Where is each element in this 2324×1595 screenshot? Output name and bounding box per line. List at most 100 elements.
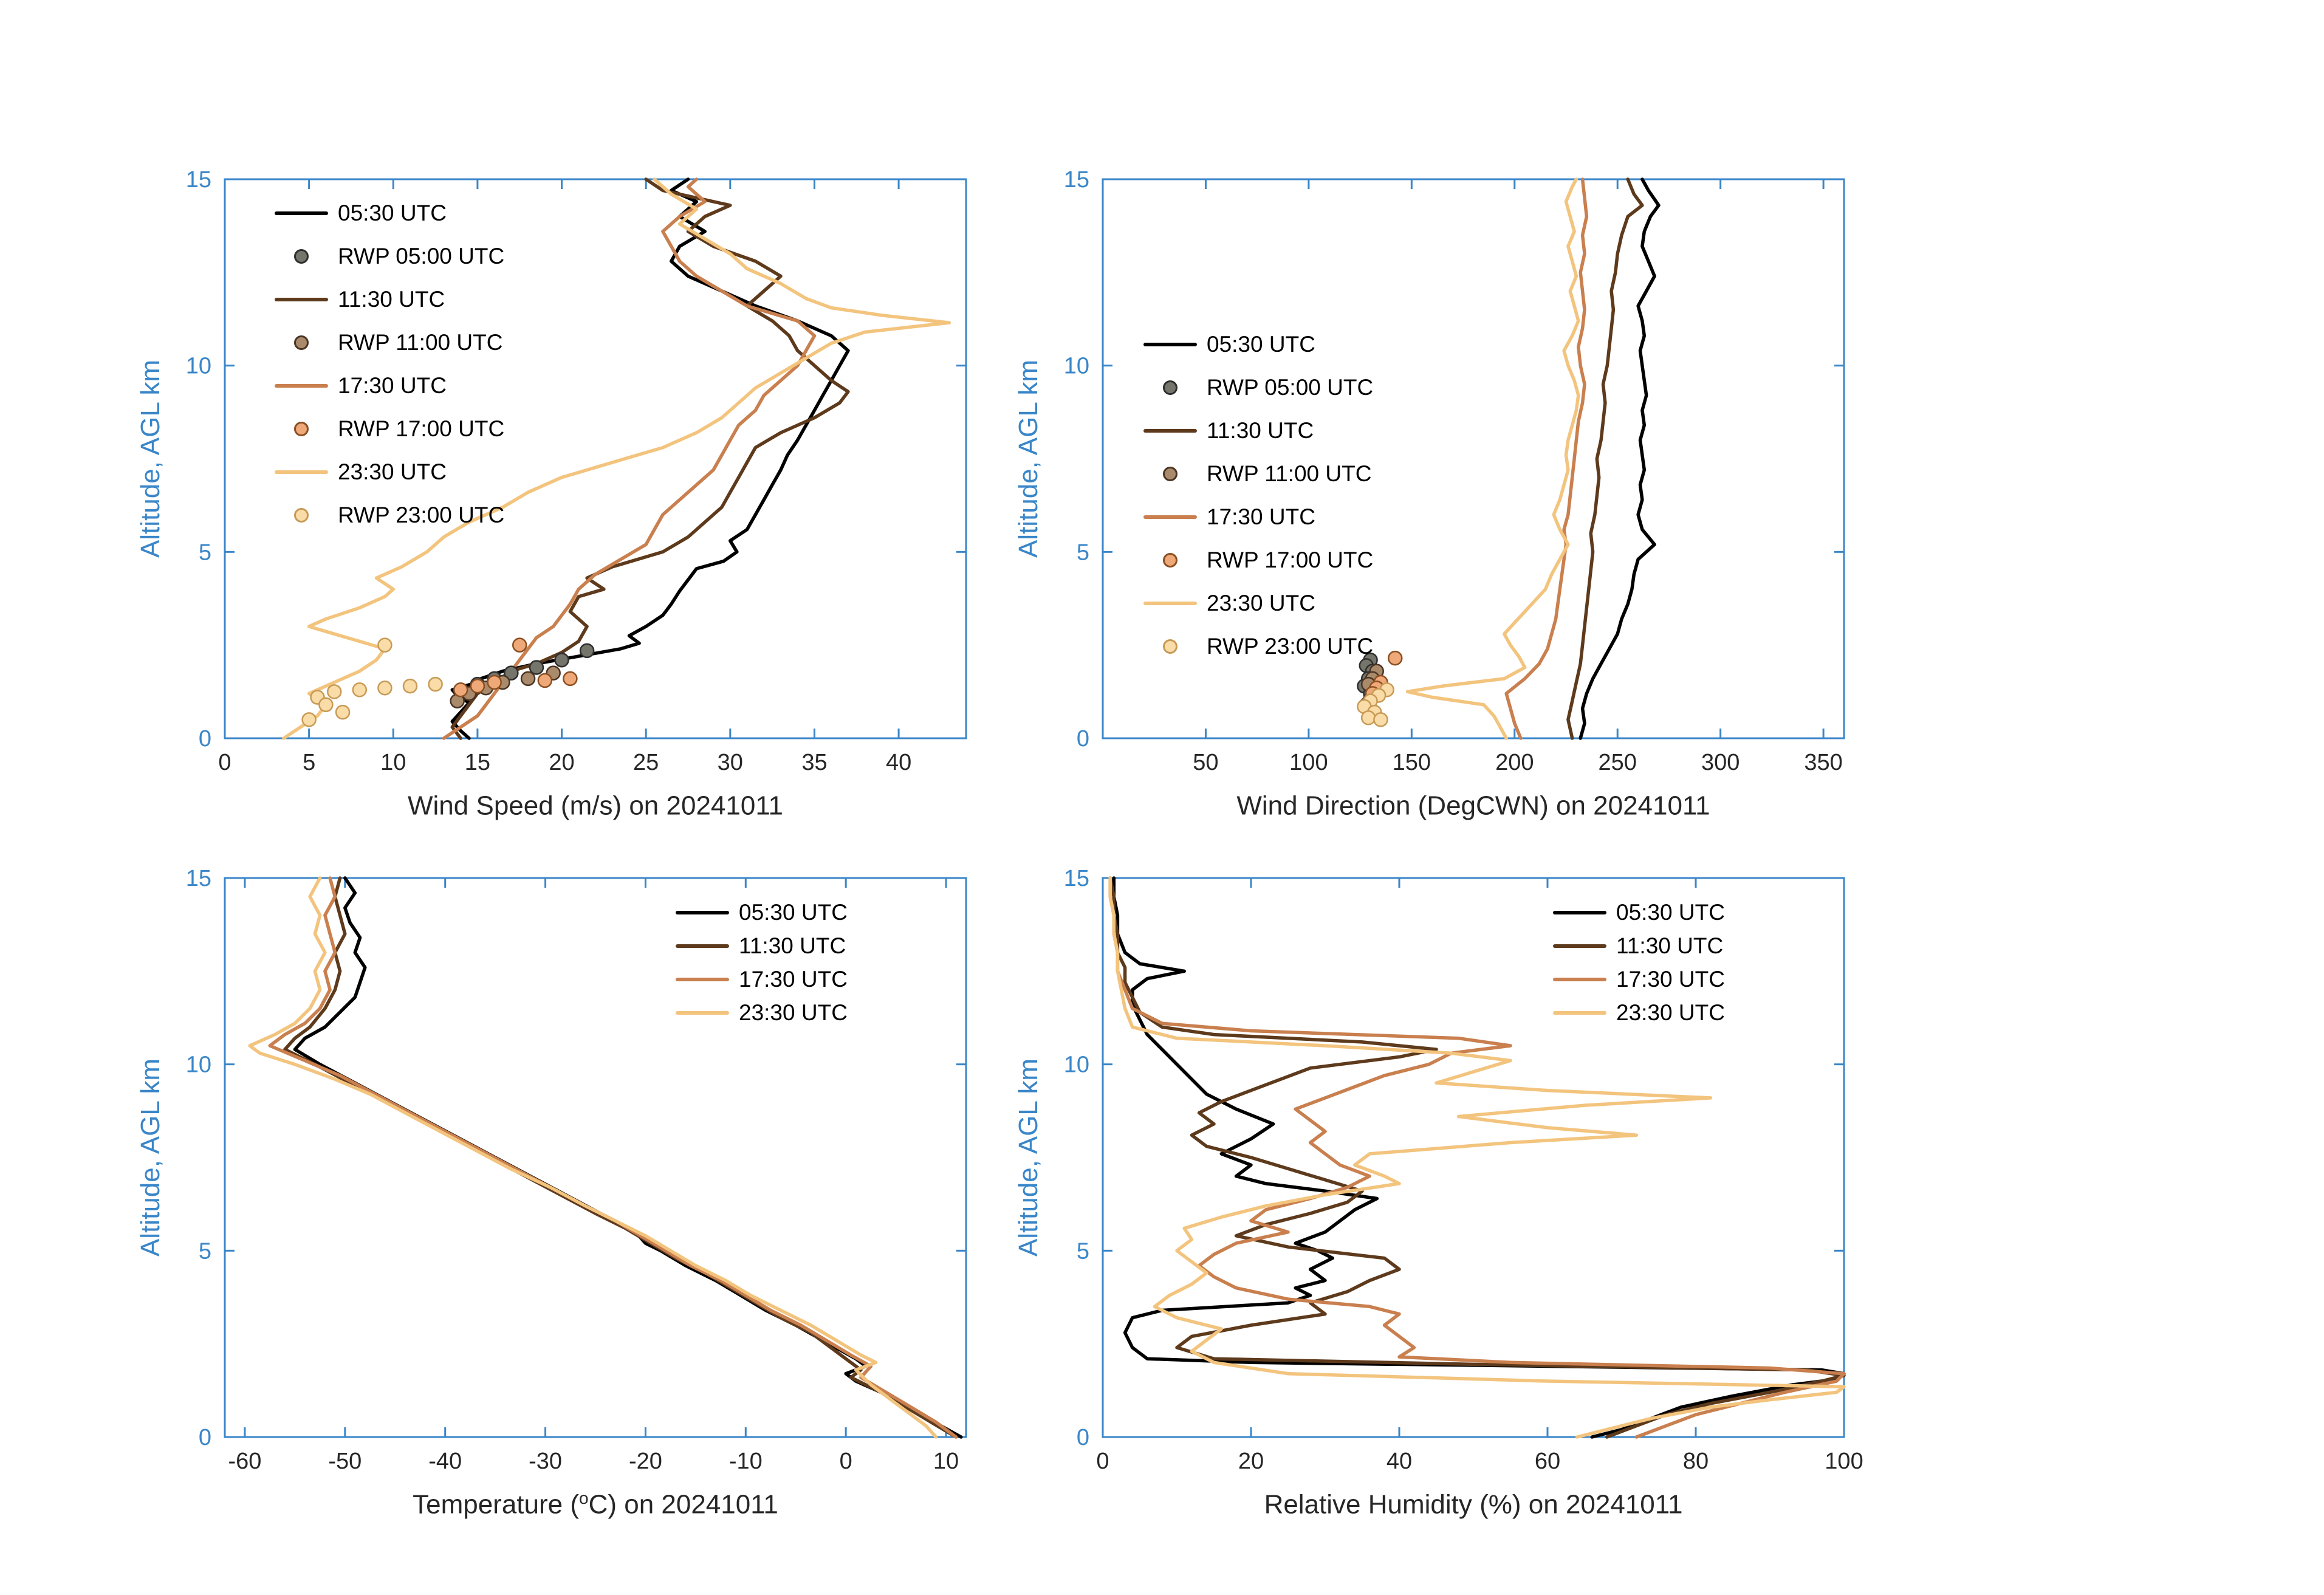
xlabel-text: Wind Direction (DegCWN) on 20241011 — [1236, 791, 1710, 821]
xlabel-text: Wind Speed (m/s) on 20241011 — [408, 791, 783, 821]
legend-marker-sample — [275, 335, 328, 350]
line-23-30-utc — [248, 876, 938, 1439]
x-tick-label: 40 — [1387, 1449, 1412, 1474]
marker-dot — [563, 671, 578, 687]
legend-item: RWP 05:00 UTC — [1143, 366, 1373, 409]
xlabel-sup: o — [578, 1489, 589, 1508]
legend-line-sample — [1553, 1010, 1606, 1015]
xlabel-text: C) on 20241011 — [588, 1489, 778, 1520]
legend-line-sample — [676, 910, 729, 914]
legend-line-sample — [275, 383, 328, 388]
legend-label: 17:30 UTC — [739, 966, 848, 992]
y-tick-label: 10 — [1064, 354, 1089, 379]
marker-dot — [335, 704, 351, 720]
wind-speed-panel: 0 5 10 15 20 25 30 35 40 0 5 10 15 — [186, 167, 967, 775]
legend-label: 05:30 UTC — [338, 200, 447, 225]
marker-dot — [487, 674, 502, 690]
temperature-panel: -60 -50 -40 -30 -20 -10 0 10 0 5 10 15 — [186, 866, 967, 1474]
markers-rwp-17-00-utc — [453, 637, 578, 698]
marker-dot — [326, 684, 342, 699]
x-tick-label: -50 — [328, 1449, 362, 1474]
legend-label: RWP 05:00 UTC — [1207, 374, 1374, 400]
marker-dot — [428, 676, 443, 692]
line-05-30-utc — [450, 177, 850, 740]
legend-line-sample — [1143, 428, 1197, 433]
wind-direction-axes-box — [1102, 178, 1845, 739]
legend-label: RWP 17:00 UTC — [338, 416, 505, 441]
legend-item: RWP 23:00 UTC — [1143, 625, 1373, 668]
legend-line-sample — [275, 470, 328, 474]
y-tick-label: 10 — [1064, 1052, 1089, 1078]
legend-dot-icon — [294, 507, 309, 523]
line-23-30-utc — [282, 177, 951, 740]
x-tick-label: 50 — [1193, 750, 1218, 775]
line-23-30-utc — [1108, 876, 1846, 1439]
legend-item: 17:30 UTC — [676, 962, 848, 996]
temperature-xlabel: Temperature (oC) on 20241011 — [413, 1489, 778, 1520]
line-17-30-utc — [442, 177, 817, 740]
x-tick-label: -20 — [629, 1449, 662, 1474]
marker-dot — [1373, 712, 1388, 727]
legend-dot-icon — [1163, 639, 1177, 654]
legend-marker-sample — [1143, 466, 1197, 481]
marker-dot — [352, 682, 368, 698]
x-tick-label: -10 — [729, 1449, 763, 1474]
temperature-ticks: -60 -50 -40 -30 -20 -10 0 10 0 5 10 15 — [186, 866, 966, 1474]
x-tick-label: 35 — [801, 750, 827, 775]
legend-marker-sample — [1143, 552, 1197, 568]
relative-humidity-series — [1108, 876, 1846, 1439]
legend-item: 17:30 UTC — [1143, 495, 1373, 538]
legend-label: 05:30 UTC — [1207, 331, 1315, 357]
x-tick-label: -60 — [228, 1449, 262, 1474]
legend-item: 05:30 UTC — [1553, 896, 1725, 929]
legend-label: 11:30 UTC — [1207, 417, 1314, 443]
marker-dot — [512, 637, 527, 653]
marker-dot — [554, 652, 569, 668]
y-tick-label: 0 — [1077, 1425, 1089, 1450]
legend-item: RWP 17:00 UTC — [275, 407, 504, 450]
legend-dot-icon — [1163, 552, 1177, 568]
marker-dot — [504, 665, 519, 681]
legend-label: 23:30 UTC — [739, 1000, 848, 1025]
legend-item: 05:30 UTC — [1143, 323, 1373, 366]
marker-dot — [318, 697, 334, 713]
legend-label: 11:30 UTC — [739, 933, 846, 958]
y-tick-label: 15 — [186, 866, 211, 891]
legend-line-sample — [275, 211, 328, 215]
legend-label: 17:30 UTC — [1207, 504, 1315, 529]
wind-direction-legend: 05:30 UTC RWP 05:00 UTC 11:30 UTC RWP 11:00… — [1143, 323, 1373, 668]
markers-rwp-23-00-utc — [301, 637, 443, 727]
relative-humidity-xlabel: Relative Humidity (%) on 20241011 — [1264, 1489, 1683, 1520]
legend-label: RWP 23:00 UTC — [338, 502, 505, 527]
legend-item: 11:30 UTC — [676, 929, 848, 962]
x-tick-label: 5 — [303, 750, 315, 775]
legend-line-sample — [676, 1010, 729, 1015]
wind-direction-ylabel: Altitude, AGL km — [1013, 359, 1043, 558]
line-17-30-utc — [1108, 876, 1846, 1439]
line-05-30-utc — [293, 876, 963, 1439]
y-tick-label: 10 — [186, 1052, 211, 1078]
legend-label: 17:30 UTC — [1616, 966, 1725, 992]
wind-speed-xlabel: Wind Speed (m/s) on 20241011 — [408, 790, 783, 822]
temperature-axes-box — [224, 877, 967, 1438]
legend-line-sample — [1143, 515, 1197, 519]
legend-item: 11:30 UTC — [1553, 929, 1725, 962]
marker-dot — [402, 678, 418, 694]
legend-label: RWP 17:00 UTC — [1207, 547, 1374, 572]
x-tick-label: 0 — [218, 750, 231, 775]
x-tick-label: 10 — [933, 1449, 959, 1474]
legend-label: RWP 05:00 UTC — [338, 243, 505, 269]
y-tick-label: 15 — [1064, 167, 1089, 193]
y-tick-label: 5 — [1077, 1238, 1089, 1264]
temperature-series — [248, 876, 963, 1439]
x-tick-label: 350 — [1804, 750, 1842, 775]
x-tick-label: 100 — [1289, 750, 1328, 775]
x-tick-label: -40 — [428, 1449, 462, 1474]
wind-speed-axes-box — [224, 178, 967, 739]
markers-rwp-23-00-utc — [1357, 682, 1394, 727]
x-tick-label: 0 — [840, 1449, 852, 1474]
wind-speed-legend: 05:30 UTC RWP 05:00 UTC 11:30 UTC RWP 11:00… — [275, 191, 504, 537]
legend-dot-icon — [1163, 466, 1177, 481]
